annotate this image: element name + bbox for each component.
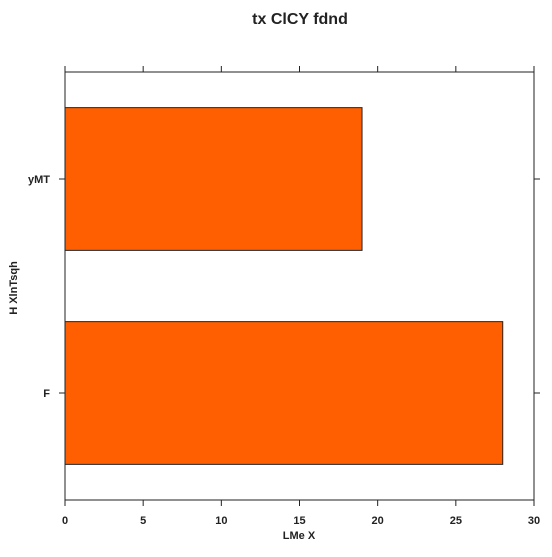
x-tick-label: 5 (140, 515, 146, 527)
y-tick-label: F (43, 388, 50, 400)
x-axis-ticks: 0 5 10 15 20 25 30 (62, 66, 540, 527)
y-axis-title: H XlnTsqh (8, 261, 20, 315)
x-tick-label: 0 (62, 515, 68, 527)
x-tick-label: 30 (528, 515, 540, 527)
bar-F (64, 321, 504, 465)
x-tick-label: 10 (215, 515, 227, 527)
x-tick-label: 25 (450, 515, 462, 527)
y-tick-label: yMT (28, 174, 50, 186)
chart-title: tx ClCY fdnd (252, 11, 348, 28)
bars-group (64, 107, 504, 465)
bar-yMT (64, 107, 363, 251)
x-tick-label: 15 (293, 515, 305, 527)
x-axis-title: LMe X (283, 530, 316, 542)
x-tick-label: 20 (372, 515, 384, 527)
